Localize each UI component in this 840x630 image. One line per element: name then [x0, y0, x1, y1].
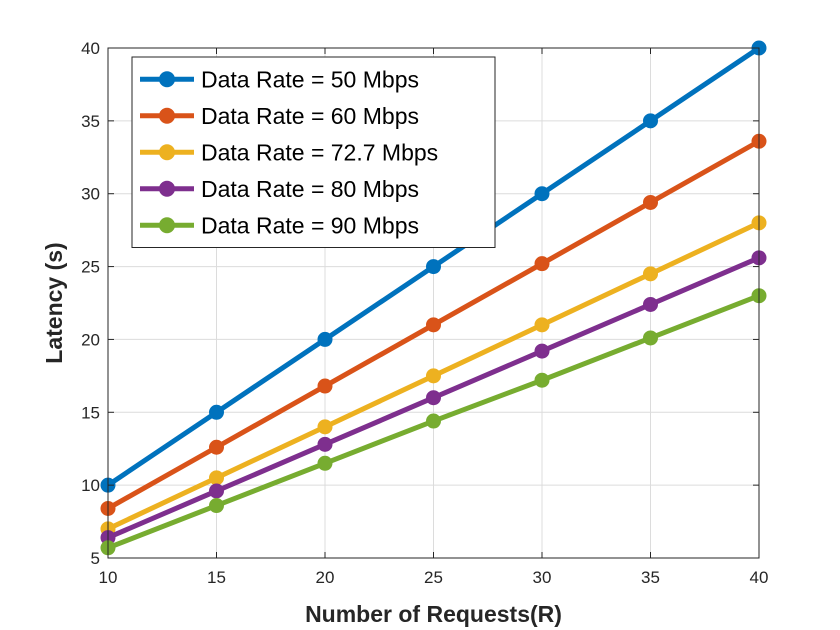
data-point — [209, 470, 224, 486]
legend-item: Data Rate = 60 Mbps — [140, 103, 419, 129]
legend-marker — [159, 71, 175, 88]
y-tick-label: 30 — [81, 185, 100, 204]
legend: Data Rate = 50 Mbps Data Rate = 60 Mbps Da… — [131, 56, 496, 248]
data-point — [209, 483, 224, 499]
data-point — [643, 296, 658, 312]
y-tick-label: 20 — [81, 330, 100, 349]
data-point — [317, 331, 333, 347]
y-tick-label: 10 — [81, 476, 100, 495]
data-point — [643, 194, 658, 210]
x-tick-label: 25 — [424, 568, 443, 587]
data-point — [209, 404, 224, 420]
data-point — [317, 455, 333, 471]
x-tick-label: 30 — [533, 568, 552, 587]
data-point — [534, 256, 550, 272]
data-point — [317, 378, 333, 394]
legend-item: Data Rate = 50 Mbps — [140, 66, 419, 92]
data-point — [426, 259, 441, 275]
series-5 — [100, 288, 767, 556]
x-tick-label: 40 — [750, 568, 769, 587]
y-tick-label: 35 — [81, 112, 100, 131]
y-tick-label: 5 — [91, 549, 100, 568]
series-1 — [100, 40, 767, 493]
data-point — [317, 436, 333, 452]
legend-marker — [159, 180, 175, 197]
x-tick-label: 10 — [99, 568, 118, 587]
legend-label: Data Rate = 90 Mbps — [201, 212, 419, 238]
series-layer — [100, 40, 767, 556]
data-point — [643, 266, 658, 282]
y-tick-label: 25 — [81, 258, 100, 277]
data-point — [426, 317, 441, 333]
ticks — [107, 47, 760, 559]
legend-marker — [159, 107, 175, 124]
x-tick-label: 20 — [316, 568, 335, 587]
x-axis-title: Number of Requests(R) — [305, 601, 562, 627]
legend-item: Data Rate = 80 Mbps — [140, 176, 419, 202]
x-tick-label: 15 — [207, 568, 226, 587]
y-tick-labels: 5 10 15 20 25 30 35 40 — [81, 39, 100, 568]
legend-label: Data Rate = 50 Mbps — [201, 66, 419, 92]
data-point — [209, 439, 224, 455]
data-point — [643, 330, 658, 346]
x-tick-label: 35 — [641, 568, 660, 587]
x-tick-labels: 10 15 20 25 30 35 40 — [99, 568, 769, 587]
legend-marker — [159, 217, 175, 234]
data-point — [426, 368, 441, 384]
data-point — [534, 343, 550, 359]
data-point — [209, 498, 224, 514]
legend-item: Data Rate = 90 Mbps — [140, 212, 419, 238]
legend-marker — [159, 144, 175, 161]
y-axis-title: Latency (s) — [41, 242, 67, 363]
legend-label: Data Rate = 72.7 Mbps — [201, 139, 438, 165]
data-point — [317, 419, 333, 435]
data-point — [534, 317, 550, 333]
y-tick-label: 15 — [81, 403, 100, 422]
data-point — [534, 186, 550, 202]
data-point — [426, 413, 441, 429]
legend-label: Data Rate = 60 Mbps — [201, 103, 419, 129]
data-point — [426, 390, 441, 406]
y-tick-label: 40 — [81, 39, 100, 58]
legend-item: Data Rate = 72.7 Mbps — [140, 139, 438, 165]
data-point — [534, 372, 550, 388]
legend-label: Data Rate = 80 Mbps — [201, 176, 419, 202]
data-point — [643, 113, 658, 129]
series-4 — [100, 250, 767, 546]
